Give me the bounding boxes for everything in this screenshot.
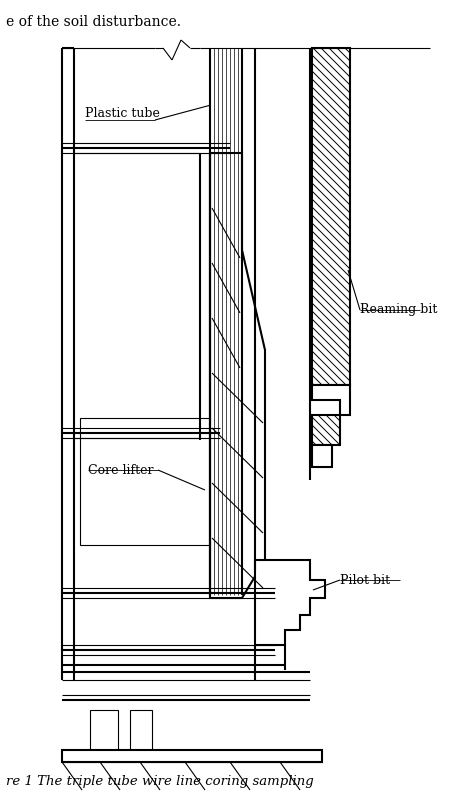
Text: Core lifter: Core lifter xyxy=(88,464,154,476)
Text: re 1 The triple tube wire line coring sampling: re 1 The triple tube wire line coring sa… xyxy=(6,775,314,788)
Text: Pilot bit: Pilot bit xyxy=(340,574,390,587)
Bar xyxy=(130,710,152,750)
Bar xyxy=(90,710,118,750)
Bar xyxy=(62,750,322,762)
Bar xyxy=(312,48,350,385)
Bar xyxy=(312,48,350,385)
Text: Plastic tube: Plastic tube xyxy=(85,107,160,120)
Polygon shape xyxy=(255,560,325,645)
Bar xyxy=(312,445,332,467)
Bar xyxy=(312,415,340,445)
Polygon shape xyxy=(210,153,265,598)
Text: Reaming bit: Reaming bit xyxy=(360,303,438,317)
Bar xyxy=(80,418,212,545)
Polygon shape xyxy=(312,385,350,415)
Bar xyxy=(312,415,340,445)
Text: e of the soil disturbance.: e of the soil disturbance. xyxy=(6,15,181,29)
